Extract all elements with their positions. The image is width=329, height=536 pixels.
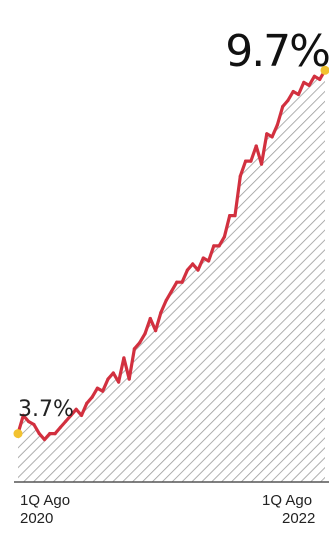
line-segment	[270, 123, 279, 139]
line-segment	[307, 74, 316, 88]
line-segment	[169, 280, 179, 293]
line-segment	[286, 89, 295, 103]
x-tick-label-end-line1: 1Q Ago	[262, 492, 312, 509]
line-segment	[116, 356, 126, 384]
x-tick-label-end-line2: 2022	[282, 510, 315, 527]
series-line-group	[16, 68, 327, 442]
line-segment	[164, 289, 174, 302]
line-segment	[159, 298, 168, 315]
line-segment	[238, 159, 248, 178]
shaded-area	[18, 70, 325, 483]
line-segment	[101, 377, 110, 393]
line-segment	[207, 244, 216, 263]
markers	[13, 65, 329, 439]
line-segment	[180, 268, 189, 284]
line-segment	[32, 422, 41, 436]
line-segment	[90, 386, 100, 399]
end-value-label: 9.7%	[225, 26, 329, 77]
x-tick-label-start-line1: 1Q Ago	[20, 492, 70, 509]
line-segment	[196, 256, 205, 272]
line-segment	[143, 316, 152, 336]
line-segment	[222, 214, 232, 239]
line-segment	[275, 104, 285, 127]
start-point-marker	[13, 429, 23, 439]
line-segment	[217, 235, 226, 248]
line-segment	[138, 332, 147, 345]
start-value-label: 3.7%	[18, 397, 74, 422]
line-segment	[233, 174, 242, 218]
line-segment	[154, 310, 163, 333]
line-segment	[259, 132, 269, 166]
line-segment	[127, 347, 136, 381]
end-point-marker	[320, 65, 329, 75]
line-segment	[296, 80, 306, 97]
line-segment	[79, 401, 89, 417]
x-tick-label-start-line2: 2020	[20, 510, 53, 527]
